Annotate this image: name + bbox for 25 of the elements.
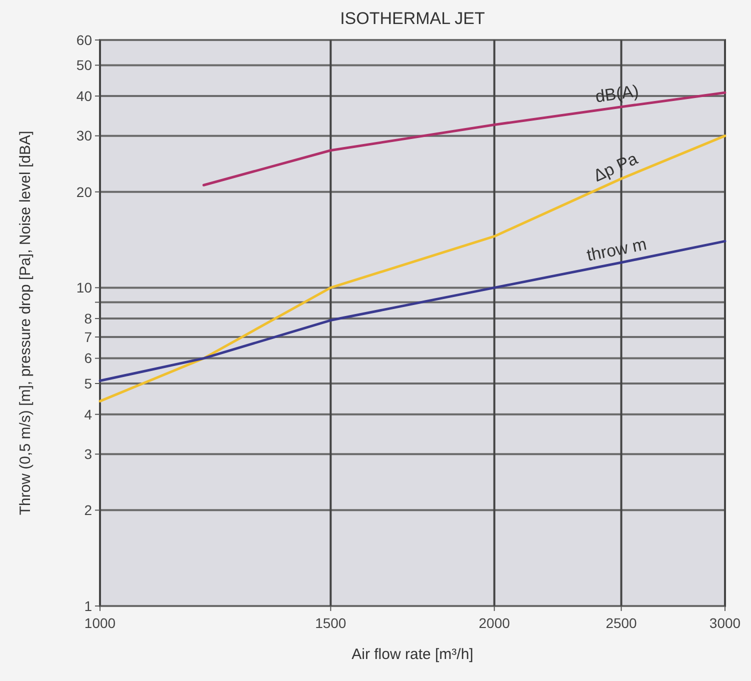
text: Δp Pa: [590, 148, 642, 186]
y-tick-label: 50: [76, 57, 92, 74]
y-tick-label: 30: [76, 128, 92, 144]
y-tick-label: 10: [76, 280, 92, 296]
y-tick-label: 1: [84, 598, 92, 614]
y-tick-label: 4: [84, 406, 92, 422]
x-tick-label: 3000: [709, 615, 741, 631]
y-tick-label: 5: [84, 375, 92, 392]
x-tick-label: 1500: [315, 615, 346, 631]
x-axis-title: Air flow rate [m³/h]: [352, 646, 474, 663]
x-tick-label: 1000: [84, 615, 116, 631]
y-axis-title: Throw (0,5 m/s) [m], pressure drop [Pa], Noise level [dBA]: [17, 130, 34, 516]
y-tick-label: 8: [84, 310, 92, 326]
text: dB(A): [594, 81, 640, 106]
y-tick-label: 2: [84, 502, 92, 518]
text: throw m: [585, 234, 648, 265]
y-tick-label: 3: [84, 446, 92, 462]
y-tick-label: 20: [76, 184, 92, 200]
x-tick-label: 2500: [606, 615, 638, 631]
x-tick-label: 2000: [478, 615, 510, 631]
y-tick-label: 6: [84, 350, 92, 366]
chart-title: ISOTHERMAL JET: [340, 9, 485, 28]
y-tick-label: 7: [84, 328, 92, 345]
y-tick-label: 60: [76, 32, 92, 48]
y-tick-label: 40: [76, 88, 92, 104]
